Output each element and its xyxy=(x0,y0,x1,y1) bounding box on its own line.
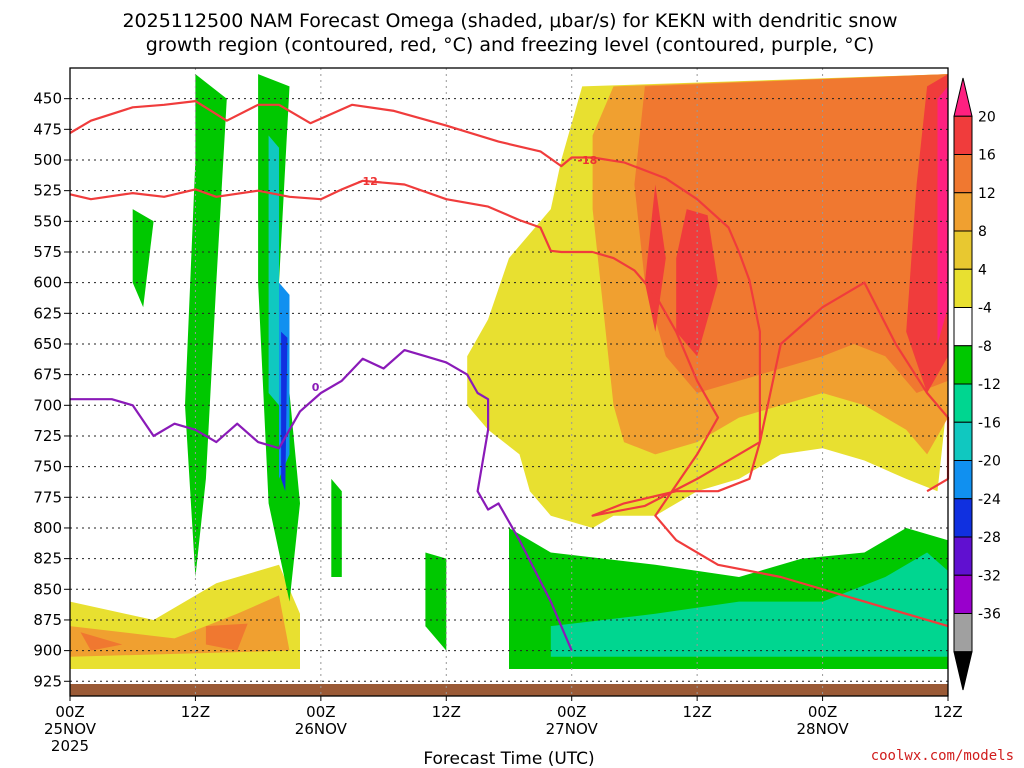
plot-frame xyxy=(69,67,949,697)
omega-region-upward-motion-max-1 xyxy=(644,184,666,332)
contour-freezing-level xyxy=(70,349,573,652)
x-tick-date-72: 28NOV xyxy=(797,720,850,738)
colorbar-label-12: -32 xyxy=(978,568,1001,584)
temperature-contours: -18 -12 0 xyxy=(69,100,950,652)
colorbar-label-9: -20 xyxy=(978,454,1001,470)
colorbar-label-8: -16 xyxy=(978,415,1001,431)
colorbar-label-5: -4 xyxy=(978,301,992,317)
y-tick-label-750: 750 xyxy=(33,458,62,476)
y-tick-label-575: 575 xyxy=(33,243,62,261)
omega-region-upward-motion-peak xyxy=(937,86,948,345)
colorbar-swatch-10 xyxy=(953,460,973,500)
x-tick-date-0: 25NOV xyxy=(44,720,97,738)
omega-region-descent-band-4 xyxy=(331,478,342,577)
colorbar-swatch-4 xyxy=(953,230,973,270)
plot-area: -18 -12 0 xyxy=(69,67,950,697)
contour-label-dendritic-lower-bound: -12 xyxy=(358,175,378,188)
colorbar-swatch-13 xyxy=(953,574,973,614)
colorbar-swatch-9 xyxy=(953,421,973,461)
omega-region-descent-low-level-2 xyxy=(550,552,948,657)
colorbar-label-11: -28 xyxy=(978,530,1001,546)
y-tick-label-775: 775 xyxy=(33,488,62,506)
x-tick-label-24: 00Z xyxy=(306,703,335,721)
colorbar-swatch-0 xyxy=(953,77,973,117)
y-tick-label-725: 725 xyxy=(33,427,62,445)
colorbar-swatch-7 xyxy=(953,345,973,385)
colorbar-label-6: -8 xyxy=(978,339,992,355)
y-tick-label-800: 800 xyxy=(33,519,62,537)
x-tick-label-84: 12Z xyxy=(933,703,962,721)
y-tick-label-475: 475 xyxy=(33,120,62,138)
contour-dendritic-lower-bound xyxy=(69,179,949,628)
omega-region-descent-core-3 xyxy=(281,331,288,492)
omega-region-low-level-upward-3 xyxy=(80,632,123,651)
y-tick-label-925: 925 xyxy=(33,672,62,690)
x-tick-label-36: 12Z xyxy=(432,703,461,721)
colorbar-swatch-2 xyxy=(953,154,973,194)
colorbar-swatch-15 xyxy=(953,651,973,691)
colorbar-swatch-11 xyxy=(953,498,973,538)
x-tick-date-24: 26NOV xyxy=(295,720,348,738)
y-tick-label-600: 600 xyxy=(33,274,62,292)
y-tick-label-700: 700 xyxy=(33,396,62,414)
omega-region-upward-motion-max-2 xyxy=(676,209,718,357)
omega-region-descent-band-5 xyxy=(425,552,447,651)
y-tick-label-450: 450 xyxy=(33,90,62,108)
y-tick-label-550: 550 xyxy=(33,212,62,230)
colorbar-label-1: 16 xyxy=(978,148,996,164)
y-tick-label-900: 900 xyxy=(33,642,62,660)
credit-text[interactable]: coolwx.com/models xyxy=(871,748,1014,764)
colorbar-swatch-1 xyxy=(953,115,973,155)
contour-label-freezing-level: 0 xyxy=(312,381,320,394)
y-tick-label-650: 650 xyxy=(33,335,62,353)
colorbar-label-3: 8 xyxy=(978,224,987,240)
colorbar-label-4: 4 xyxy=(978,262,987,278)
colorbar-label-7: -12 xyxy=(978,377,1001,393)
y-tick-label-525: 525 xyxy=(33,182,62,200)
y-tick-label-625: 625 xyxy=(33,304,62,322)
contour-label-dendritic-upper-bound: -18 xyxy=(577,154,597,167)
omega-region-descent-band-1 xyxy=(185,74,227,577)
y-tick-label-850: 850 xyxy=(33,580,62,598)
x-tick-label-72: 00Z xyxy=(808,703,837,721)
y-tick-label-875: 875 xyxy=(33,611,62,629)
y-tick-label-675: 675 xyxy=(33,366,62,384)
ground-layer xyxy=(70,684,948,696)
y-tick-label-500: 500 xyxy=(33,151,62,169)
colorbar-swatch-6 xyxy=(953,307,973,347)
x-tick-date-48: 27NOV xyxy=(546,720,599,738)
colorbar: 20 16 12 8 4 -4 -8 -12 -16 -20 -24 -28 -32 -36 xyxy=(953,77,1001,691)
colorbar-swatch-8 xyxy=(953,383,973,423)
contour-dendritic-upper-bound xyxy=(69,100,950,517)
omega-region-low-level-upward-4 xyxy=(205,623,248,651)
colorbar-swatch-5 xyxy=(953,268,973,308)
x-tick-label-60: 12Z xyxy=(682,703,711,721)
colorbar-label-2: 12 xyxy=(978,186,996,202)
colorbar-swatch-14 xyxy=(953,613,973,653)
x-axis-label: Forecast Time (UTC) xyxy=(423,749,594,768)
colorbar-label-0: 20 xyxy=(978,109,996,125)
colorbar-swatch-12 xyxy=(953,536,973,576)
y-axis: 450 475 500 525 550 575 600 625 650 675 700 725 750 7… xyxy=(33,90,70,690)
x-tick-label-0: 00Z xyxy=(55,703,84,721)
colorbar-swatch-3 xyxy=(953,192,973,232)
chart-title-line-2: growth region (contoured, red, °C) and f… xyxy=(146,34,875,56)
colorbar-label-13: -36 xyxy=(978,607,1001,623)
x-tick-label-48: 00Z xyxy=(557,703,586,721)
omega-region-descent-core-1 xyxy=(268,135,279,406)
x-tick-year-0: 2025 xyxy=(51,737,89,755)
chart-title-line-1: 2025112500 NAM Forecast Omega (shaded, μ… xyxy=(122,10,897,32)
x-tick-label-12: 12Z xyxy=(181,703,210,721)
y-tick-label-825: 825 xyxy=(33,550,62,568)
colorbar-label-10: -24 xyxy=(978,492,1001,508)
grid-lines xyxy=(70,68,948,696)
omega-shading xyxy=(70,74,948,669)
